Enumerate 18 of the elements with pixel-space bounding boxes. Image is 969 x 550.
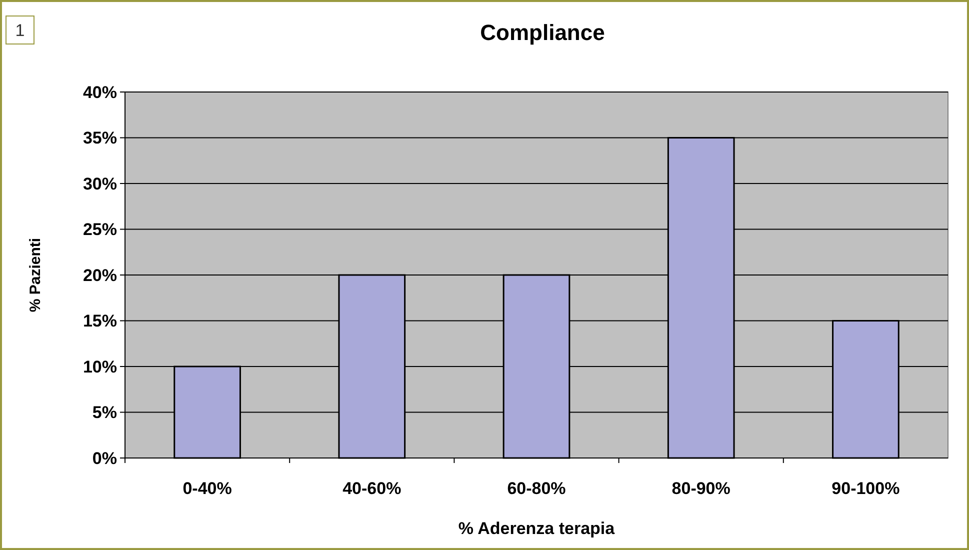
- y-axis-title: % Pazienti: [27, 238, 44, 312]
- x-tick-label: 80-90%: [672, 479, 730, 498]
- y-tick-label: 25%: [82, 220, 117, 240]
- chart-title: Compliance: [480, 20, 605, 45]
- y-tick-label: 10%: [82, 357, 117, 376]
- y-tick-label: 30%: [82, 174, 117, 194]
- y-tick-label: 15%: [82, 312, 117, 331]
- text: 1: [15, 21, 25, 40]
- y-tick-label: 20%: [82, 266, 117, 285]
- y-tick-label: 5%: [92, 403, 117, 422]
- x-tick-label: 90-100%: [832, 479, 900, 498]
- x-tick-label: 40-60%: [342, 479, 402, 498]
- x-tick-label: 0-40%: [182, 479, 232, 498]
- y-tick-label: 35%: [82, 128, 117, 148]
- x-tick-label: 60-80%: [507, 479, 566, 498]
- x-axis-title: % Aderenza terapia: [458, 519, 616, 538]
- y-tick-label: 0%: [92, 448, 117, 468]
- y-tick-label: 40%: [82, 82, 117, 102]
